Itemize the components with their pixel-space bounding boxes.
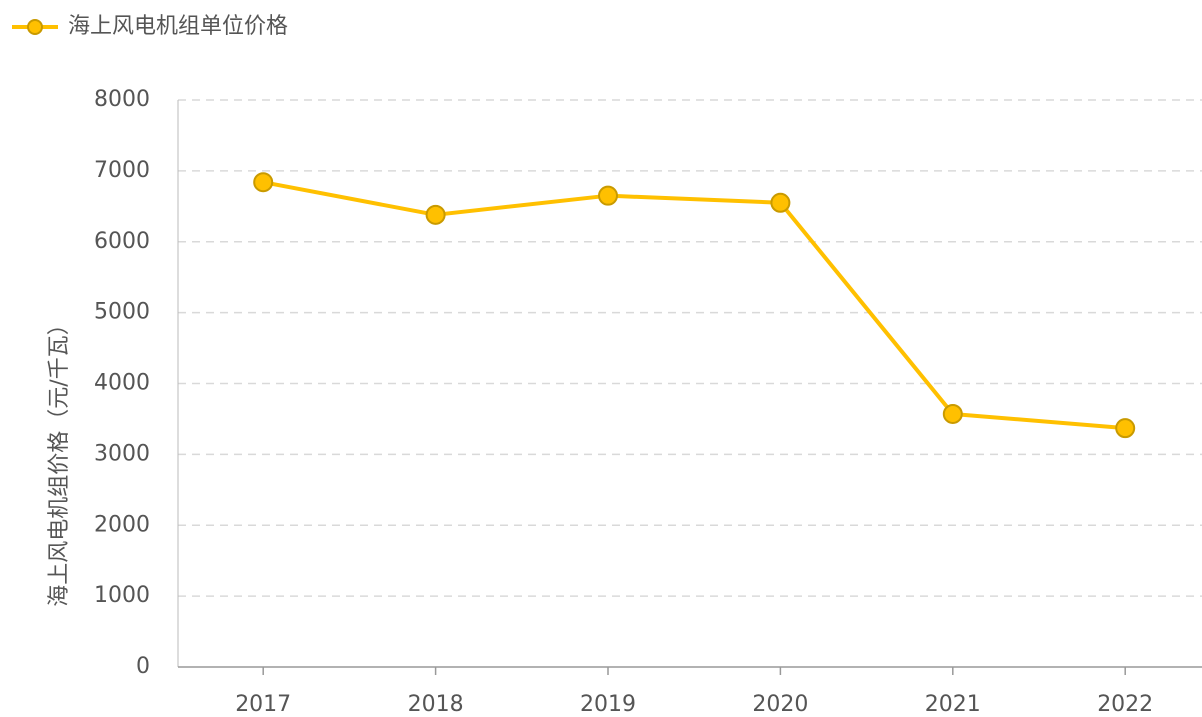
y-tick-label: 0 <box>136 654 150 679</box>
data-point <box>425 204 446 225</box>
legend-label: 海上风电机组单位价格 <box>68 14 288 39</box>
x-tick-label: 2021 <box>925 692 981 717</box>
y-tick-label: 6000 <box>94 229 150 254</box>
data-point <box>770 192 791 213</box>
data-point <box>942 403 963 424</box>
y-tick-label: 4000 <box>94 371 150 396</box>
y-tick-label: 7000 <box>94 158 150 183</box>
x-tick-label: 2019 <box>580 692 636 717</box>
data-point <box>253 172 274 193</box>
y-axis-label: 海上风电机组价格（元/千瓦） <box>47 313 72 606</box>
x-tick-label: 2020 <box>752 692 808 717</box>
y-tick-label: 2000 <box>94 512 150 537</box>
x-tick-label: 2017 <box>235 692 291 717</box>
data-point <box>598 185 618 206</box>
x-tick-label: 2022 <box>1097 692 1153 717</box>
y-tick-label: 3000 <box>94 441 150 466</box>
y-tick-label: 1000 <box>94 583 150 608</box>
y-tick-label: 5000 <box>94 300 150 325</box>
x-tick-label: 2018 <box>408 692 464 717</box>
legend-marker <box>27 19 43 35</box>
y-tick-label: 8000 <box>94 87 150 112</box>
series-line <box>262 180 1126 431</box>
data-point <box>1115 418 1136 439</box>
